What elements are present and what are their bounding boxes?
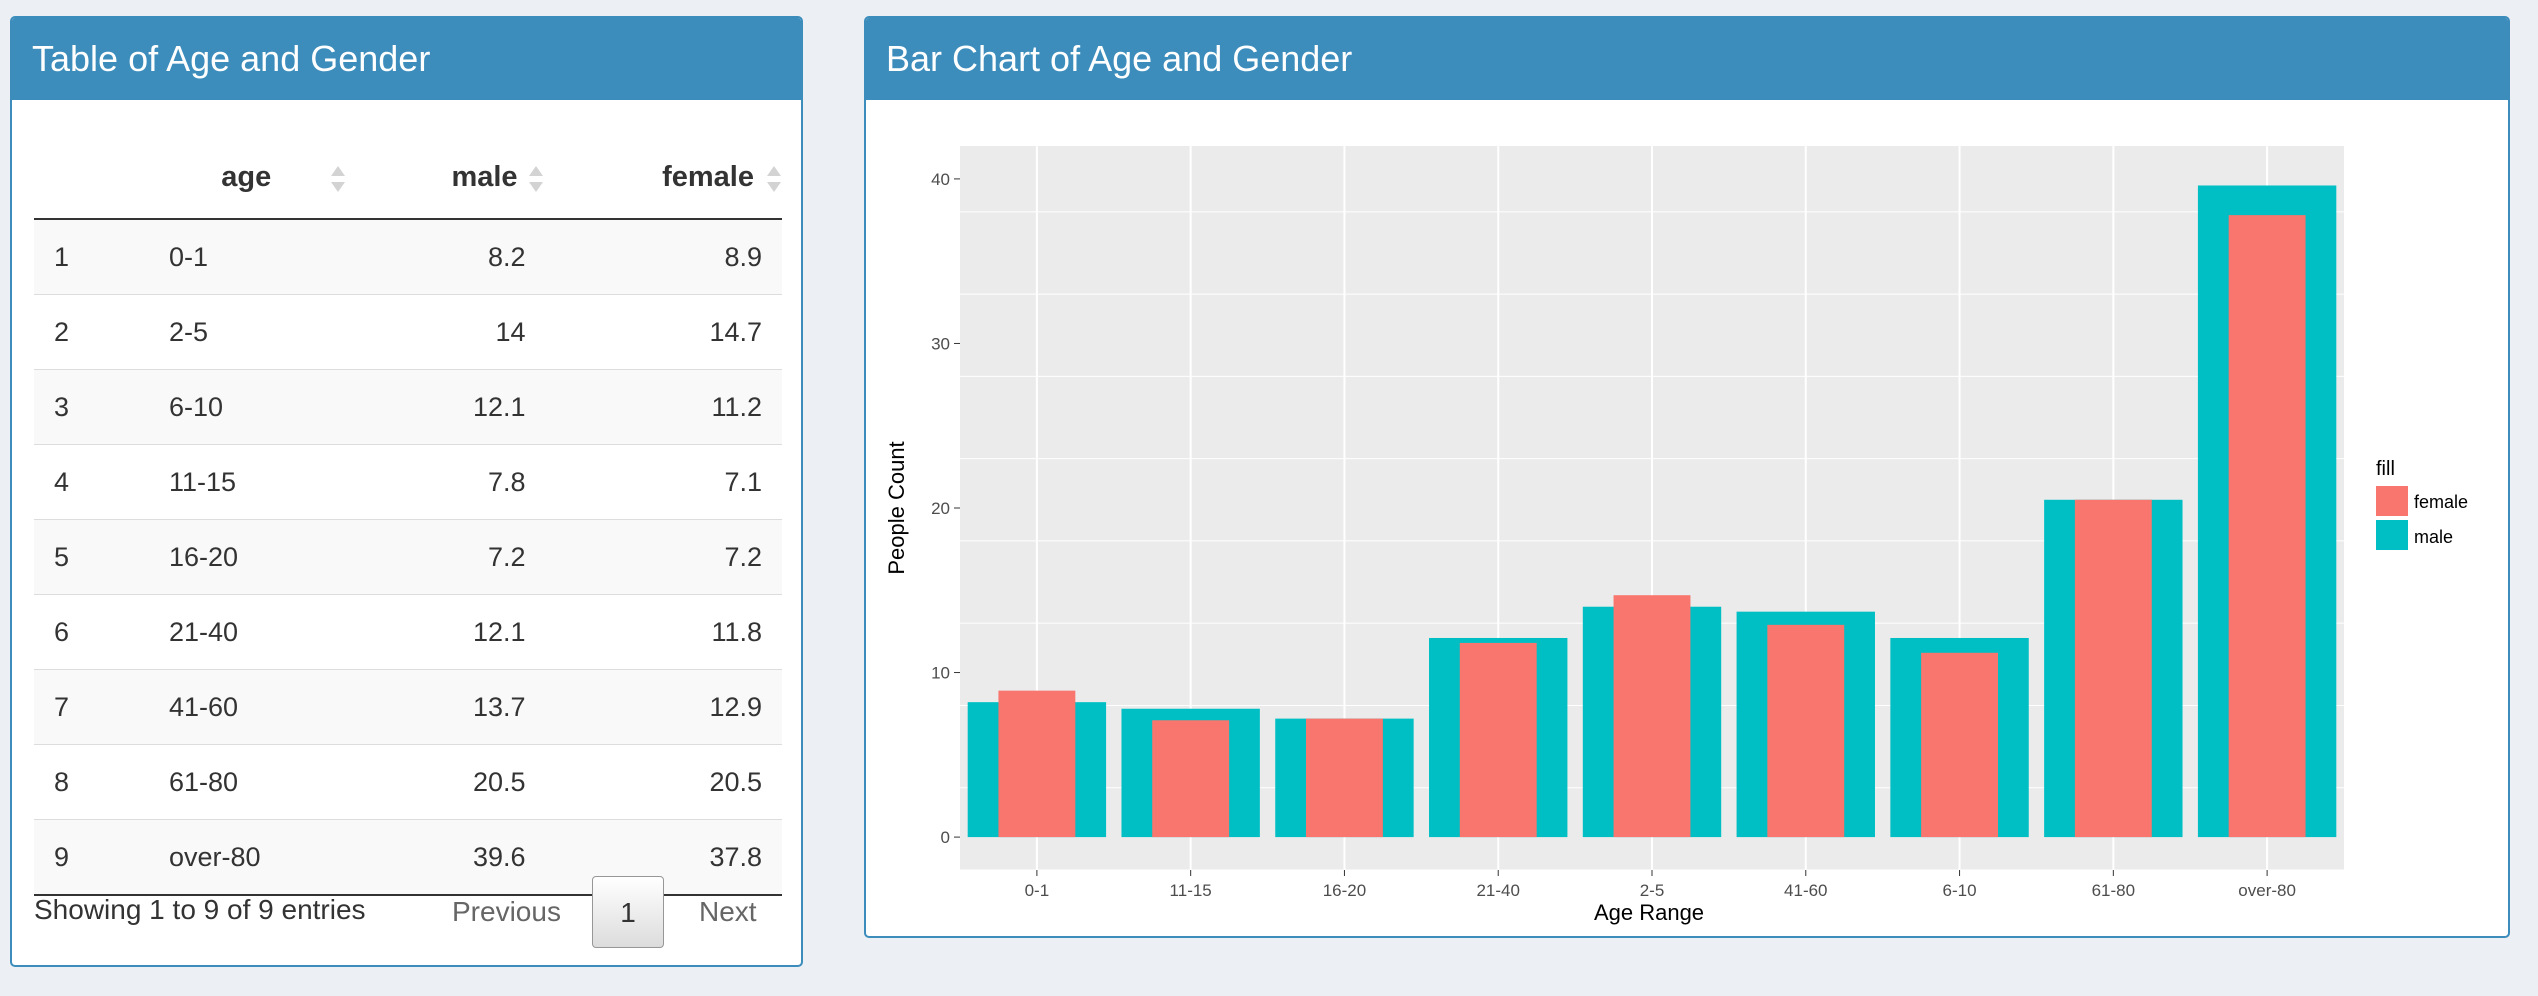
cell-male: 12.1 — [359, 594, 546, 670]
bar-female — [1459, 642, 1537, 838]
legend-label-female: female — [2414, 492, 2468, 512]
table-row: 4 11-15 7.8 7.1 — [34, 444, 782, 520]
bar-female — [1306, 718, 1383, 838]
table-row: 6 21-40 12.1 11.8 — [34, 594, 782, 670]
sort-icon — [528, 166, 543, 192]
header-age[interactable]: age — [159, 136, 360, 220]
cell-index: 5 — [34, 519, 159, 595]
cell-index: 3 — [34, 369, 159, 445]
table-header-row: age male female — [34, 136, 782, 220]
previous-button[interactable]: Previous — [452, 896, 561, 927]
x-tick-label: 0-1 — [1025, 881, 1050, 900]
cell-male: 12.1 — [359, 369, 546, 445]
table-info: Showing 1 to 9 of 9 entries — [34, 894, 366, 925]
chart-panel-title: Bar Chart of Age and Gender — [866, 18, 2508, 100]
chart-panel: Bar Chart of Age and Gender 0-1 11-15 16-2… — [864, 16, 2510, 938]
cell-age: 11-15 — [159, 444, 360, 520]
header-male[interactable]: male — [359, 136, 546, 220]
cell-male: 8.2 — [359, 219, 546, 295]
bar-female — [1921, 652, 1998, 838]
cell-age: 16-20 — [159, 519, 360, 595]
cell-female: 7.2 — [545, 519, 782, 595]
header-male-label: male — [451, 160, 518, 193]
cell-female: 20.5 — [545, 744, 782, 820]
cell-female: 11.2 — [545, 369, 782, 445]
next-button[interactable]: Next — [699, 896, 757, 927]
bar-female — [2228, 215, 2306, 838]
table-row: 3 6-10 12.1 11.2 — [34, 369, 782, 445]
table-row: 1 0-1 8.2 8.9 — [34, 219, 782, 295]
cell-male: 39.6 — [359, 819, 546, 896]
x-tick-label: 41-60 — [1784, 881, 1827, 900]
cell-male: 14 — [359, 294, 546, 370]
table-row: 2 2-5 14 14.7 — [34, 294, 782, 370]
cell-age: 21-40 — [159, 594, 360, 670]
header-age-label: age — [221, 160, 272, 193]
cell-male: 7.8 — [359, 444, 546, 520]
header-female[interactable]: female — [545, 136, 782, 220]
cell-index: 6 — [34, 594, 159, 670]
cell-age: over-80 — [159, 819, 360, 896]
legend-title: fill — [2376, 458, 2395, 480]
table-panel-title: Table of Age and Gender — [12, 18, 801, 100]
cell-female: 11.8 — [545, 594, 782, 670]
y-tick-label: 10 — [931, 664, 950, 683]
x-tick-label: over-80 — [2238, 881, 2296, 900]
x-tick-label: 21-40 — [1476, 881, 1519, 900]
table-row: 7 41-60 13.7 12.9 — [34, 669, 782, 745]
header-index — [34, 136, 159, 220]
cell-age: 61-80 — [159, 744, 360, 820]
table-row: 9 over-80 39.6 37.8 — [34, 819, 782, 896]
legend-swatch-male — [2376, 520, 2408, 550]
legend-swatch-female — [2376, 486, 2408, 516]
cell-female: 7.1 — [545, 444, 782, 520]
table-row: 5 16-20 7.2 7.2 — [34, 519, 782, 595]
x-tick-label: 6-10 — [1943, 881, 1977, 900]
y-tick-label: 20 — [931, 499, 950, 518]
y-tick-label: 30 — [931, 334, 950, 353]
sort-icon — [767, 166, 781, 192]
cell-female: 8.9 — [545, 219, 782, 295]
cell-age: 0-1 — [159, 219, 360, 295]
table-row: 8 61-80 20.5 20.5 — [34, 744, 782, 820]
cell-index: 8 — [34, 744, 159, 820]
cell-index: 4 — [34, 444, 159, 520]
bar-chart: 0-1 11-15 16-20 21-40 2-5 41-60 6-10 61-80 over-… — [884, 146, 2468, 925]
y-axis-title: People Count — [884, 441, 909, 574]
cell-male: 20.5 — [359, 744, 546, 820]
cell-male: 13.7 — [359, 669, 546, 745]
header-female-label: female — [662, 160, 754, 193]
table-panel: Table of Age and Gender age male female — [10, 16, 803, 967]
cell-female: 37.8 — [545, 819, 782, 896]
cell-female: 12.9 — [545, 669, 782, 745]
cell-female: 14.7 — [545, 294, 782, 370]
bar-female — [998, 690, 1076, 838]
x-tick-label: 11-15 — [1170, 881, 1212, 900]
bar-female — [1152, 720, 1230, 838]
cell-male: 7.2 — [359, 519, 546, 595]
bar-female — [2074, 499, 2152, 838]
x-tick-label: 16-20 — [1323, 881, 1366, 900]
x-tick-label: 61-80 — [2092, 881, 2135, 900]
cell-index: 9 — [34, 819, 159, 896]
cell-age: 2-5 — [159, 294, 360, 370]
bar-female — [1767, 624, 1845, 838]
y-tick-label: 0 — [941, 828, 950, 847]
page-1-button[interactable]: 1 — [592, 876, 664, 948]
legend-label-male: male — [2414, 527, 2453, 547]
cell-age: 6-10 — [159, 369, 360, 445]
cell-index: 1 — [34, 219, 159, 295]
y-tick-label: 40 — [931, 170, 950, 189]
cell-age: 41-60 — [159, 669, 360, 745]
cell-index: 7 — [34, 669, 159, 745]
x-tick-label: 2-5 — [1640, 881, 1665, 900]
bar-female — [1613, 595, 1691, 838]
x-axis-title: Age Range — [1594, 900, 1704, 925]
sort-icon — [330, 166, 345, 192]
cell-index: 2 — [34, 294, 159, 370]
